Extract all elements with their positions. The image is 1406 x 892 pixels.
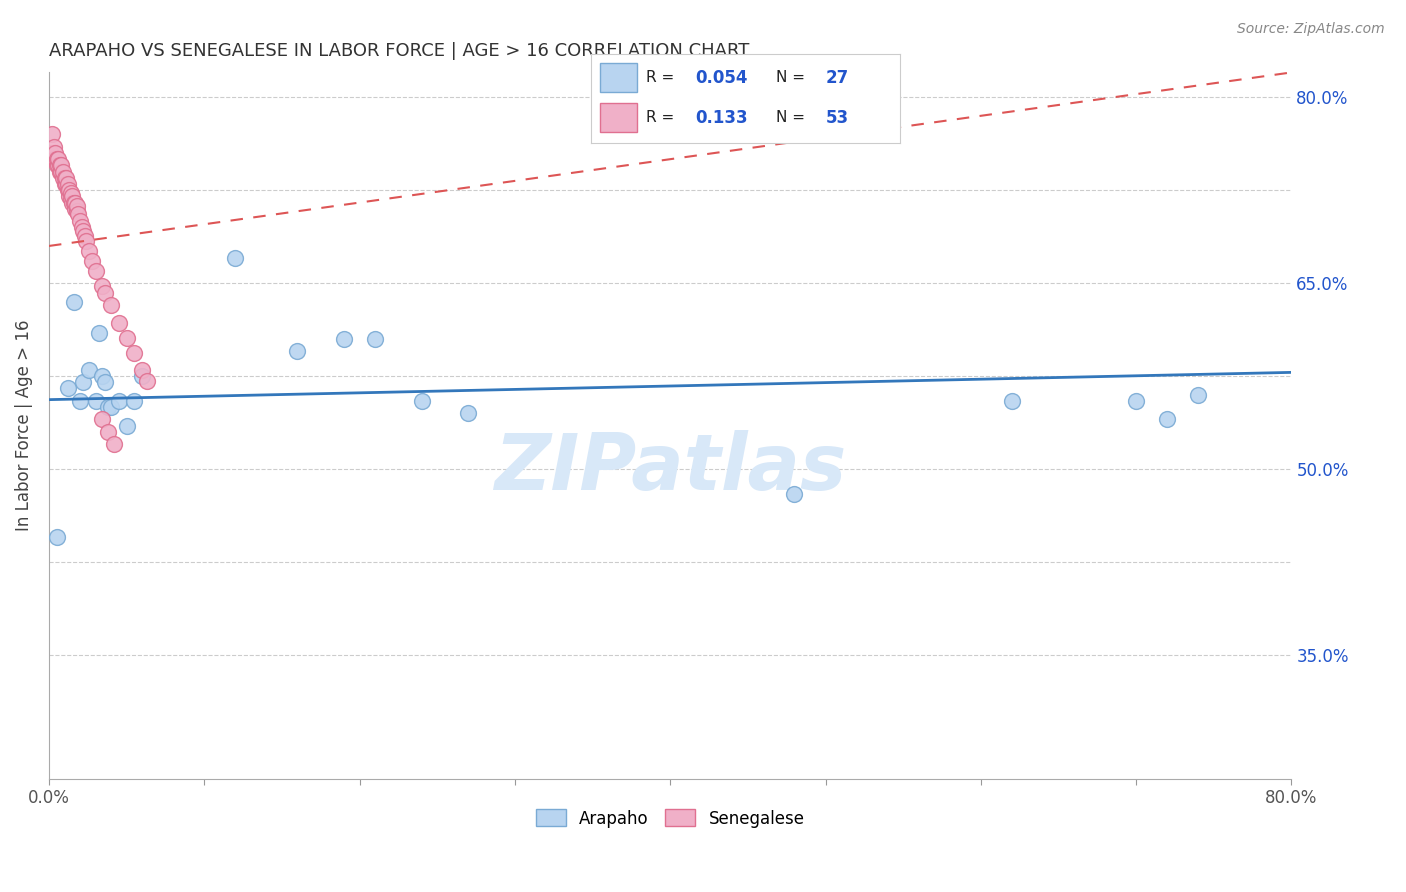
Point xyxy=(65,202,87,216)
Point xyxy=(56,183,79,197)
Point xyxy=(41,128,63,142)
Point xyxy=(84,393,107,408)
Point xyxy=(53,170,76,185)
Point xyxy=(1187,387,1209,401)
Text: 0.054: 0.054 xyxy=(696,69,748,87)
Point xyxy=(108,393,131,408)
Point xyxy=(45,530,67,544)
Point xyxy=(58,189,80,203)
Text: Source: ZipAtlas.com: Source: ZipAtlas.com xyxy=(1237,22,1385,37)
Point xyxy=(60,195,83,210)
Point xyxy=(124,345,146,359)
Point xyxy=(124,393,146,408)
Point xyxy=(58,183,80,197)
Point xyxy=(52,164,75,178)
Point xyxy=(42,146,65,161)
Point xyxy=(90,278,112,293)
Point xyxy=(66,204,89,219)
Point xyxy=(59,186,82,200)
Text: N =: N = xyxy=(776,111,806,125)
Text: R =: R = xyxy=(647,111,675,125)
Point xyxy=(108,316,131,330)
Y-axis label: In Labor Force | Age > 16: In Labor Force | Age > 16 xyxy=(15,320,32,532)
Point xyxy=(97,400,120,414)
Text: 27: 27 xyxy=(825,69,849,87)
Point xyxy=(115,331,138,345)
Point xyxy=(42,140,65,154)
Point xyxy=(333,332,356,346)
Point xyxy=(1156,412,1178,426)
Point xyxy=(44,146,66,161)
Point xyxy=(90,369,112,384)
Point xyxy=(79,363,101,377)
Text: N =: N = xyxy=(776,70,806,85)
Point xyxy=(49,164,72,178)
Point xyxy=(45,152,67,166)
Point xyxy=(69,393,91,408)
Point xyxy=(51,158,73,172)
Point xyxy=(70,220,93,235)
Point xyxy=(82,253,104,268)
Point xyxy=(55,170,77,185)
Point xyxy=(55,177,77,191)
Point xyxy=(65,195,87,210)
Point xyxy=(135,374,157,388)
Point xyxy=(287,344,309,359)
Point xyxy=(100,400,122,414)
Point xyxy=(131,369,153,384)
Point xyxy=(49,158,72,172)
Point xyxy=(411,393,433,408)
Point xyxy=(39,146,62,161)
Point xyxy=(783,487,806,501)
Point xyxy=(46,152,69,166)
Point xyxy=(79,244,101,258)
Point xyxy=(69,214,91,228)
Point xyxy=(73,229,96,244)
Point xyxy=(94,286,117,301)
Text: 53: 53 xyxy=(825,109,849,127)
Point xyxy=(1001,393,1024,408)
FancyBboxPatch shape xyxy=(600,63,637,92)
Point xyxy=(56,177,79,191)
Point xyxy=(63,195,86,210)
Point xyxy=(90,412,112,426)
Point xyxy=(1125,393,1147,408)
FancyBboxPatch shape xyxy=(600,103,637,132)
Text: ARAPAHO VS SENEGALESE IN LABOR FORCE | AGE > 16 CORRELATION CHART: ARAPAHO VS SENEGALESE IN LABOR FORCE | A… xyxy=(49,42,749,60)
Text: ZIPatlas: ZIPatlas xyxy=(494,430,846,506)
Legend: Arapaho, Senegalese: Arapaho, Senegalese xyxy=(529,803,811,834)
Point xyxy=(45,158,67,172)
Text: R =: R = xyxy=(647,70,675,85)
Point xyxy=(87,326,110,340)
Point xyxy=(67,207,90,221)
Text: 0.133: 0.133 xyxy=(696,109,748,127)
Point xyxy=(103,437,125,451)
Point xyxy=(52,170,75,185)
Point xyxy=(44,152,66,166)
Point xyxy=(59,192,82,206)
Point xyxy=(72,376,94,390)
Point xyxy=(100,298,122,312)
Point xyxy=(66,199,89,213)
Point xyxy=(46,158,69,172)
Point xyxy=(56,382,79,396)
Point xyxy=(131,363,153,377)
Point xyxy=(84,264,107,278)
Point xyxy=(94,376,117,390)
Point xyxy=(457,406,479,420)
Point xyxy=(364,332,387,346)
Point xyxy=(75,234,97,248)
Point xyxy=(115,418,138,433)
Point xyxy=(97,425,120,439)
Point xyxy=(51,164,73,178)
Point xyxy=(60,189,83,203)
Point xyxy=(63,294,86,309)
Point xyxy=(53,177,76,191)
Point xyxy=(72,224,94,238)
Point xyxy=(224,252,246,266)
